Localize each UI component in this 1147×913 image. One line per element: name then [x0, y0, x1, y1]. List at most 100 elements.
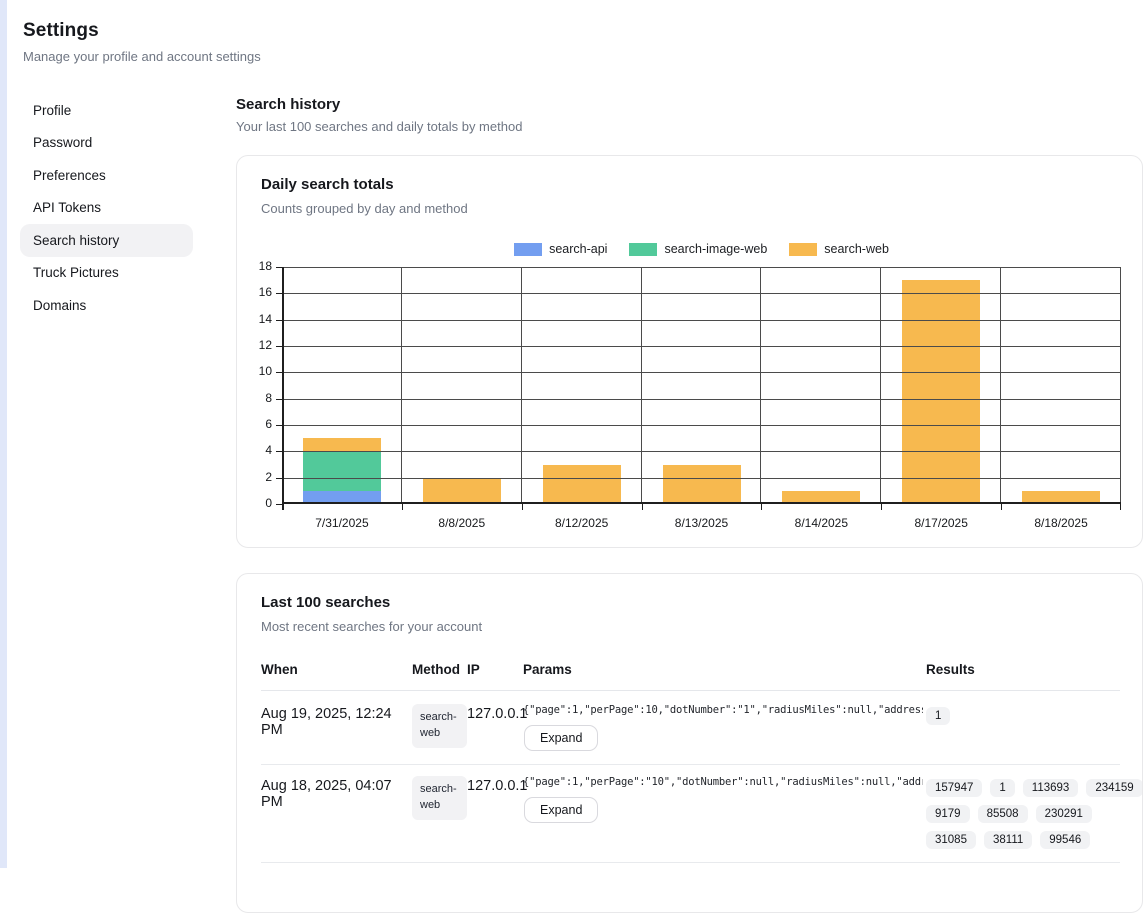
legend-item-search-web: search-web	[789, 242, 889, 256]
sidebar-item-search-history[interactable]: Search history	[20, 224, 193, 257]
x-axis-tick	[1001, 504, 1002, 510]
sidebar-item-label: Profile	[33, 103, 71, 118]
y-axis-tick	[276, 293, 282, 294]
bar-segment-search-web-7-31-2025[interactable]	[303, 438, 381, 451]
gridline-horizontal	[282, 346, 1121, 347]
y-axis-tick	[276, 425, 282, 426]
x-axis-label: 8/17/2025	[881, 516, 1001, 530]
y-axis-tick	[276, 320, 282, 321]
column-header-method: Method	[412, 662, 467, 677]
sidebar-item-truck-pictures[interactable]: Truck Pictures	[20, 257, 193, 290]
x-axis-tick	[282, 504, 283, 510]
cell-params: {"page":1,"perPage":10,"dotNumber":"1","…	[523, 704, 926, 751]
expand-button[interactable]: Expand	[524, 725, 598, 751]
result-count-badge: 85508	[978, 805, 1028, 823]
x-axis-label: 8/12/2025	[522, 516, 642, 530]
gridline-horizontal	[282, 267, 1121, 268]
sidebar-item-label: API Tokens	[33, 200, 101, 215]
legend-label: search-web	[824, 242, 889, 256]
column-header-when: When	[261, 662, 412, 677]
y-axis-label: 12	[236, 338, 272, 352]
gridline-vertical	[1000, 267, 1001, 504]
bar-chart-plot-area: 0246810121416187/31/20258/8/20258/12/202…	[282, 267, 1121, 504]
x-axis-tick	[642, 504, 643, 510]
legend-swatch-icon	[789, 243, 817, 256]
gridline-vertical	[641, 267, 642, 504]
bar-segment-search-image-web-7-31-2025[interactable]	[303, 451, 381, 491]
result-count-badge: 113693	[1023, 779, 1079, 797]
result-count-badge: 234159	[1086, 779, 1142, 797]
x-axis-tick	[1120, 504, 1121, 510]
cell-ip: 127.0.0.1	[467, 776, 523, 794]
expand-button[interactable]: Expand	[524, 797, 598, 823]
table-row: Aug 18, 2025, 04:07 PMsearch-web127.0.0.…	[261, 765, 1120, 863]
y-axis-tick	[276, 267, 282, 268]
bar-segment-search-web-8-12-2025[interactable]	[543, 465, 621, 505]
legend-label: search-image-web	[664, 242, 767, 256]
y-axis-label: 0	[236, 496, 272, 510]
column-header-ip: IP	[467, 662, 523, 677]
y-axis-tick	[276, 346, 282, 347]
sidebar-item-label: Domains	[33, 298, 86, 313]
legend-swatch-icon	[514, 243, 542, 256]
sidebar-item-label: Search history	[33, 233, 119, 248]
last-100-searches-card: Last 100 searches Most recent searches f…	[236, 573, 1143, 913]
column-header-results: Results	[926, 662, 1143, 677]
cell-when: Aug 19, 2025, 12:24 PM	[261, 704, 412, 738]
x-axis-tick	[402, 504, 403, 510]
params-json-text: {"page":1,"perPage":"10","dotNumber":nul…	[523, 776, 923, 788]
x-axis-tick	[761, 504, 762, 510]
bar-segment-search-web-8-8-2025[interactable]	[423, 478, 501, 504]
gridline-vertical	[1120, 267, 1121, 504]
chart-card-title: Daily search totals	[261, 176, 394, 193]
gridline-horizontal	[282, 451, 1121, 452]
legend-swatch-icon	[629, 243, 657, 256]
page-title: Settings	[23, 20, 99, 42]
sidebar-item-domains[interactable]: Domains	[20, 289, 193, 322]
sidebar-item-profile[interactable]: Profile	[20, 94, 193, 127]
gridline-horizontal	[282, 478, 1121, 479]
x-axis-label: 8/13/2025	[642, 516, 762, 530]
params-json-text: {"page":1,"perPage":10,"dotNumber":"1","…	[523, 704, 923, 716]
sidebar-item-preferences[interactable]: Preferences	[20, 159, 193, 192]
y-axis-label: 18	[236, 259, 272, 273]
y-axis-label: 14	[236, 312, 272, 326]
bar-segment-search-web-8-17-2025[interactable]	[902, 280, 980, 504]
gridline-horizontal	[282, 425, 1121, 426]
sidebar-item-label: Preferences	[33, 168, 106, 183]
result-count-badge: 157947	[926, 779, 982, 797]
sidebar-item-api-tokens[interactable]: API Tokens	[20, 192, 193, 225]
y-axis-label: 2	[236, 470, 272, 484]
y-axis-line	[282, 267, 284, 510]
y-axis-label: 6	[236, 417, 272, 431]
x-axis-tick	[522, 504, 523, 510]
y-axis-tick	[276, 372, 282, 373]
y-axis-label: 10	[236, 364, 272, 378]
gridline-horizontal	[282, 399, 1121, 400]
result-count-badge: 230291	[1036, 805, 1092, 823]
cell-when: Aug 18, 2025, 04:07 PM	[261, 776, 412, 810]
table-card-title: Last 100 searches	[261, 594, 390, 611]
result-count-badge: 38111	[984, 831, 1032, 849]
result-count-badge: 1	[990, 779, 1014, 797]
table-card-subtitle: Most recent searches for your account	[261, 619, 482, 634]
x-axis-label: 8/18/2025	[1001, 516, 1121, 530]
cell-params: {"page":1,"perPage":"10","dotNumber":nul…	[523, 776, 926, 823]
gridline-vertical	[521, 267, 522, 504]
gridline-vertical	[880, 267, 881, 504]
legend-item-search-api: search-api	[514, 242, 607, 256]
page-subtitle: Manage your profile and account settings	[23, 49, 261, 64]
bar-segment-search-web-8-13-2025[interactable]	[663, 465, 741, 505]
chart-legend: search-api search-image-web search-web	[282, 242, 1121, 256]
section-subtitle: Your last 100 searches and daily totals …	[236, 119, 522, 134]
method-badge: search-web	[412, 704, 467, 748]
gridline-horizontal	[282, 320, 1121, 321]
cell-results: 1579471113693234159917985508230291310853…	[926, 776, 1143, 849]
method-badge: search-web	[412, 776, 467, 820]
result-count-badge: 1	[926, 707, 950, 725]
settings-sidebar: Profile Password Preferences API Tokens Sear…	[20, 94, 193, 322]
section-title: Search history	[236, 96, 340, 113]
x-axis-line	[282, 502, 1121, 504]
x-axis-label: 7/31/2025	[282, 516, 402, 530]
sidebar-item-password[interactable]: Password	[20, 127, 193, 160]
